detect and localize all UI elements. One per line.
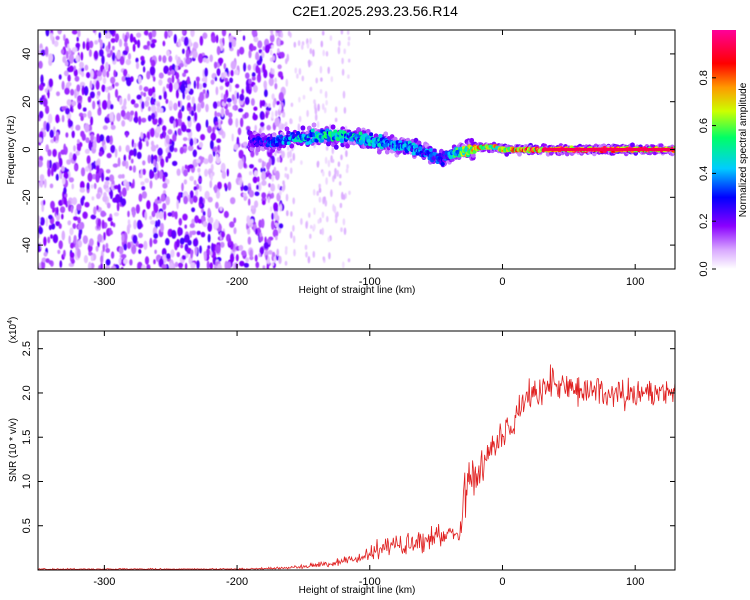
x-tick-label: 100 bbox=[626, 576, 644, 588]
y-tick-label: 1.5 bbox=[21, 430, 33, 445]
snr-frame bbox=[37, 330, 676, 571]
x-tick-label: -300 bbox=[93, 276, 115, 288]
steady-line bbox=[542, 148, 675, 151]
colorbar-tick-label: 0.6 bbox=[698, 118, 710, 133]
colorbar: 0.0 0.2 0.4 0.6 0.8 Normalized spectral ampl… bbox=[698, 30, 749, 277]
x-tick-label: -200 bbox=[226, 576, 248, 588]
colorbar-tick-label: 0.0 bbox=[698, 261, 710, 276]
spectrogram-y-ticks: 40 20 0 -20 -40 bbox=[21, 48, 675, 253]
snr-y-multiplier: (x104) bbox=[7, 317, 19, 344]
spectrogram-x-ticks: -300 -200 -100 0 100 bbox=[93, 30, 644, 288]
snr-x-label: Height of straight line (km) bbox=[299, 585, 416, 596]
snr-series-line bbox=[38, 364, 675, 570]
snr-panel: -300 -200 -100 0 100 0.5 1.0 1.5 2.0 2.5 Height … bbox=[7, 317, 676, 596]
spectrogram-panel: -300 -200 -100 0 100 40 20 0 -20 -40 Height of s… bbox=[6, 29, 676, 296]
y-tick-label: 40 bbox=[21, 48, 33, 60]
snr-y-label: SNR (10 * v/v) bbox=[8, 418, 19, 482]
x-tick-label: -200 bbox=[226, 276, 248, 288]
spectrogram-heatmap bbox=[38, 30, 675, 269]
x-tick-label: 0 bbox=[499, 276, 505, 288]
colorbar-tick-label: 0.8 bbox=[698, 70, 710, 85]
y-tick-label: -20 bbox=[21, 189, 33, 205]
figure-title: C2E1.2025.293.23.56.R14 bbox=[292, 3, 458, 19]
spectrogram-x-label: Height of straight line (km) bbox=[299, 285, 416, 296]
y-tick-label: 0 bbox=[21, 146, 33, 152]
colorbar-label: Normalized spectral amplitude bbox=[738, 82, 749, 217]
y-tick-label: -40 bbox=[21, 237, 33, 253]
y-tick-label: 1.0 bbox=[21, 474, 33, 489]
x-tick-label: -100 bbox=[359, 276, 381, 288]
colorbar-tick-label: 0.4 bbox=[698, 166, 710, 181]
snr-y-ticks: 0.5 1.0 1.5 2.0 2.5 bbox=[21, 341, 675, 533]
colorbar-ticks: 0.0 0.2 0.4 0.6 0.8 bbox=[698, 70, 716, 277]
colorbar-gradient bbox=[712, 30, 736, 269]
signal-ridge bbox=[247, 122, 675, 168]
spectrogram-y-label: Frequency (Hz) bbox=[6, 116, 17, 185]
x-tick-label: 100 bbox=[626, 276, 644, 288]
noise-speckles bbox=[38, 30, 351, 269]
x-tick-label: -300 bbox=[93, 576, 115, 588]
x-tick-label: 0 bbox=[499, 576, 505, 588]
colorbar-tick-label: 0.2 bbox=[698, 214, 710, 229]
y-tick-label: 20 bbox=[21, 96, 33, 108]
x-tick-label: -100 bbox=[359, 576, 381, 588]
y-tick-label: 0.5 bbox=[21, 518, 33, 533]
y-tick-label: 2.5 bbox=[21, 341, 33, 356]
snr-x-ticks: -300 -200 -100 0 100 bbox=[93, 331, 644, 588]
y-tick-label: 2.0 bbox=[21, 385, 33, 400]
